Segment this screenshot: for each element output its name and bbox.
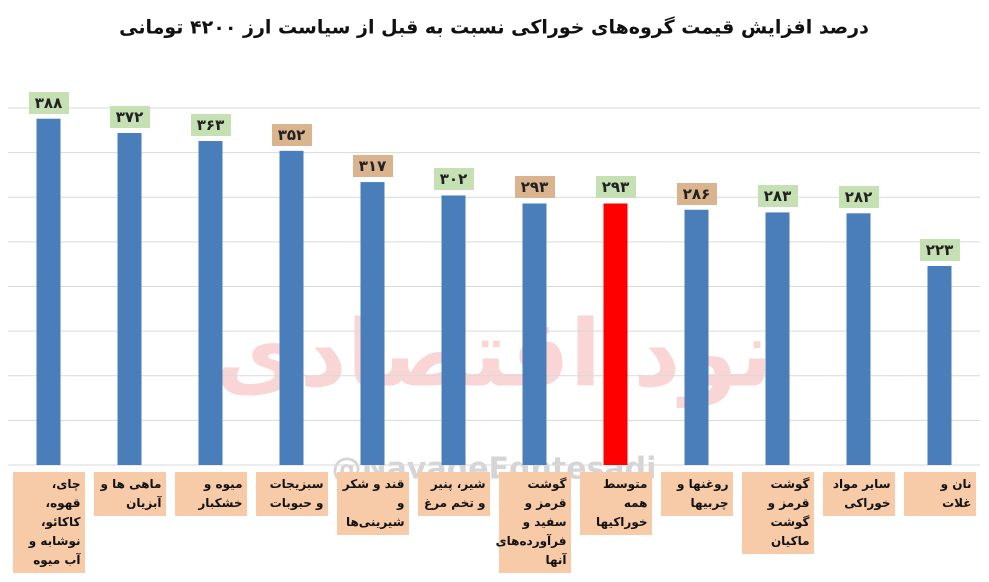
bar (846, 213, 871, 465)
value-label: ۲۸۲ (838, 186, 879, 209)
value-label: ۳۶۳ (190, 114, 231, 137)
value-label: ۳۱۷ (352, 155, 393, 178)
value-label: ۲۸۶ (676, 182, 717, 205)
watermark-logo: نود اقتصادی (215, 300, 773, 408)
bar (117, 132, 142, 466)
value-label: ۳۰۲ (433, 168, 474, 191)
x-tick-label: گوشت قرمز و گوشت ماکیان (741, 472, 814, 554)
value-label: ۲۸۳ (757, 185, 798, 208)
bar (684, 209, 709, 465)
value-label: ۳۸۸ (28, 91, 69, 114)
value-label: ۲۲۳ (919, 238, 960, 261)
bar (522, 203, 547, 465)
x-tick-label: چای، قهوه، کاکائو، نوشابه و آب میوه (12, 472, 85, 573)
value-label: ۲۹۳ (595, 176, 636, 199)
x-tick-label: سبزیجات و حبوبات (255, 472, 328, 516)
x-tick-label: متوسط همه خوراکیها (579, 472, 652, 535)
value-label: ۳۵۲ (271, 123, 312, 146)
x-tick-label: میوه و خشکبار (174, 472, 247, 516)
x-tick-label: سایر مواد خوراکی (822, 472, 895, 516)
x-tick-label: روغنها و چربیها (660, 472, 733, 516)
value-label: ۳۷۲ (109, 105, 150, 128)
bar (603, 203, 628, 465)
bar (36, 118, 61, 466)
bar (279, 150, 304, 465)
x-tick-label: نان و غلات (903, 472, 976, 516)
bar (765, 212, 790, 465)
bar (441, 195, 466, 465)
x-tick-label: ماهی ها و آبزیان (93, 472, 166, 516)
x-tick-label: گوشت قرمز و سفید و فرآورده‌های آنها (496, 472, 571, 573)
bar (927, 265, 952, 465)
chart-title: درصد افزایش قیمت گروه‌های خوراکی نسبت به… (119, 16, 869, 39)
bar (360, 182, 385, 465)
value-label: ۲۹۳ (514, 176, 555, 199)
x-tick-label: قند و شکر و شیرینی‌ها (336, 472, 409, 535)
x-tick-label: شیر، پنیر و تخم مرغ (417, 472, 490, 516)
bar (198, 141, 223, 465)
